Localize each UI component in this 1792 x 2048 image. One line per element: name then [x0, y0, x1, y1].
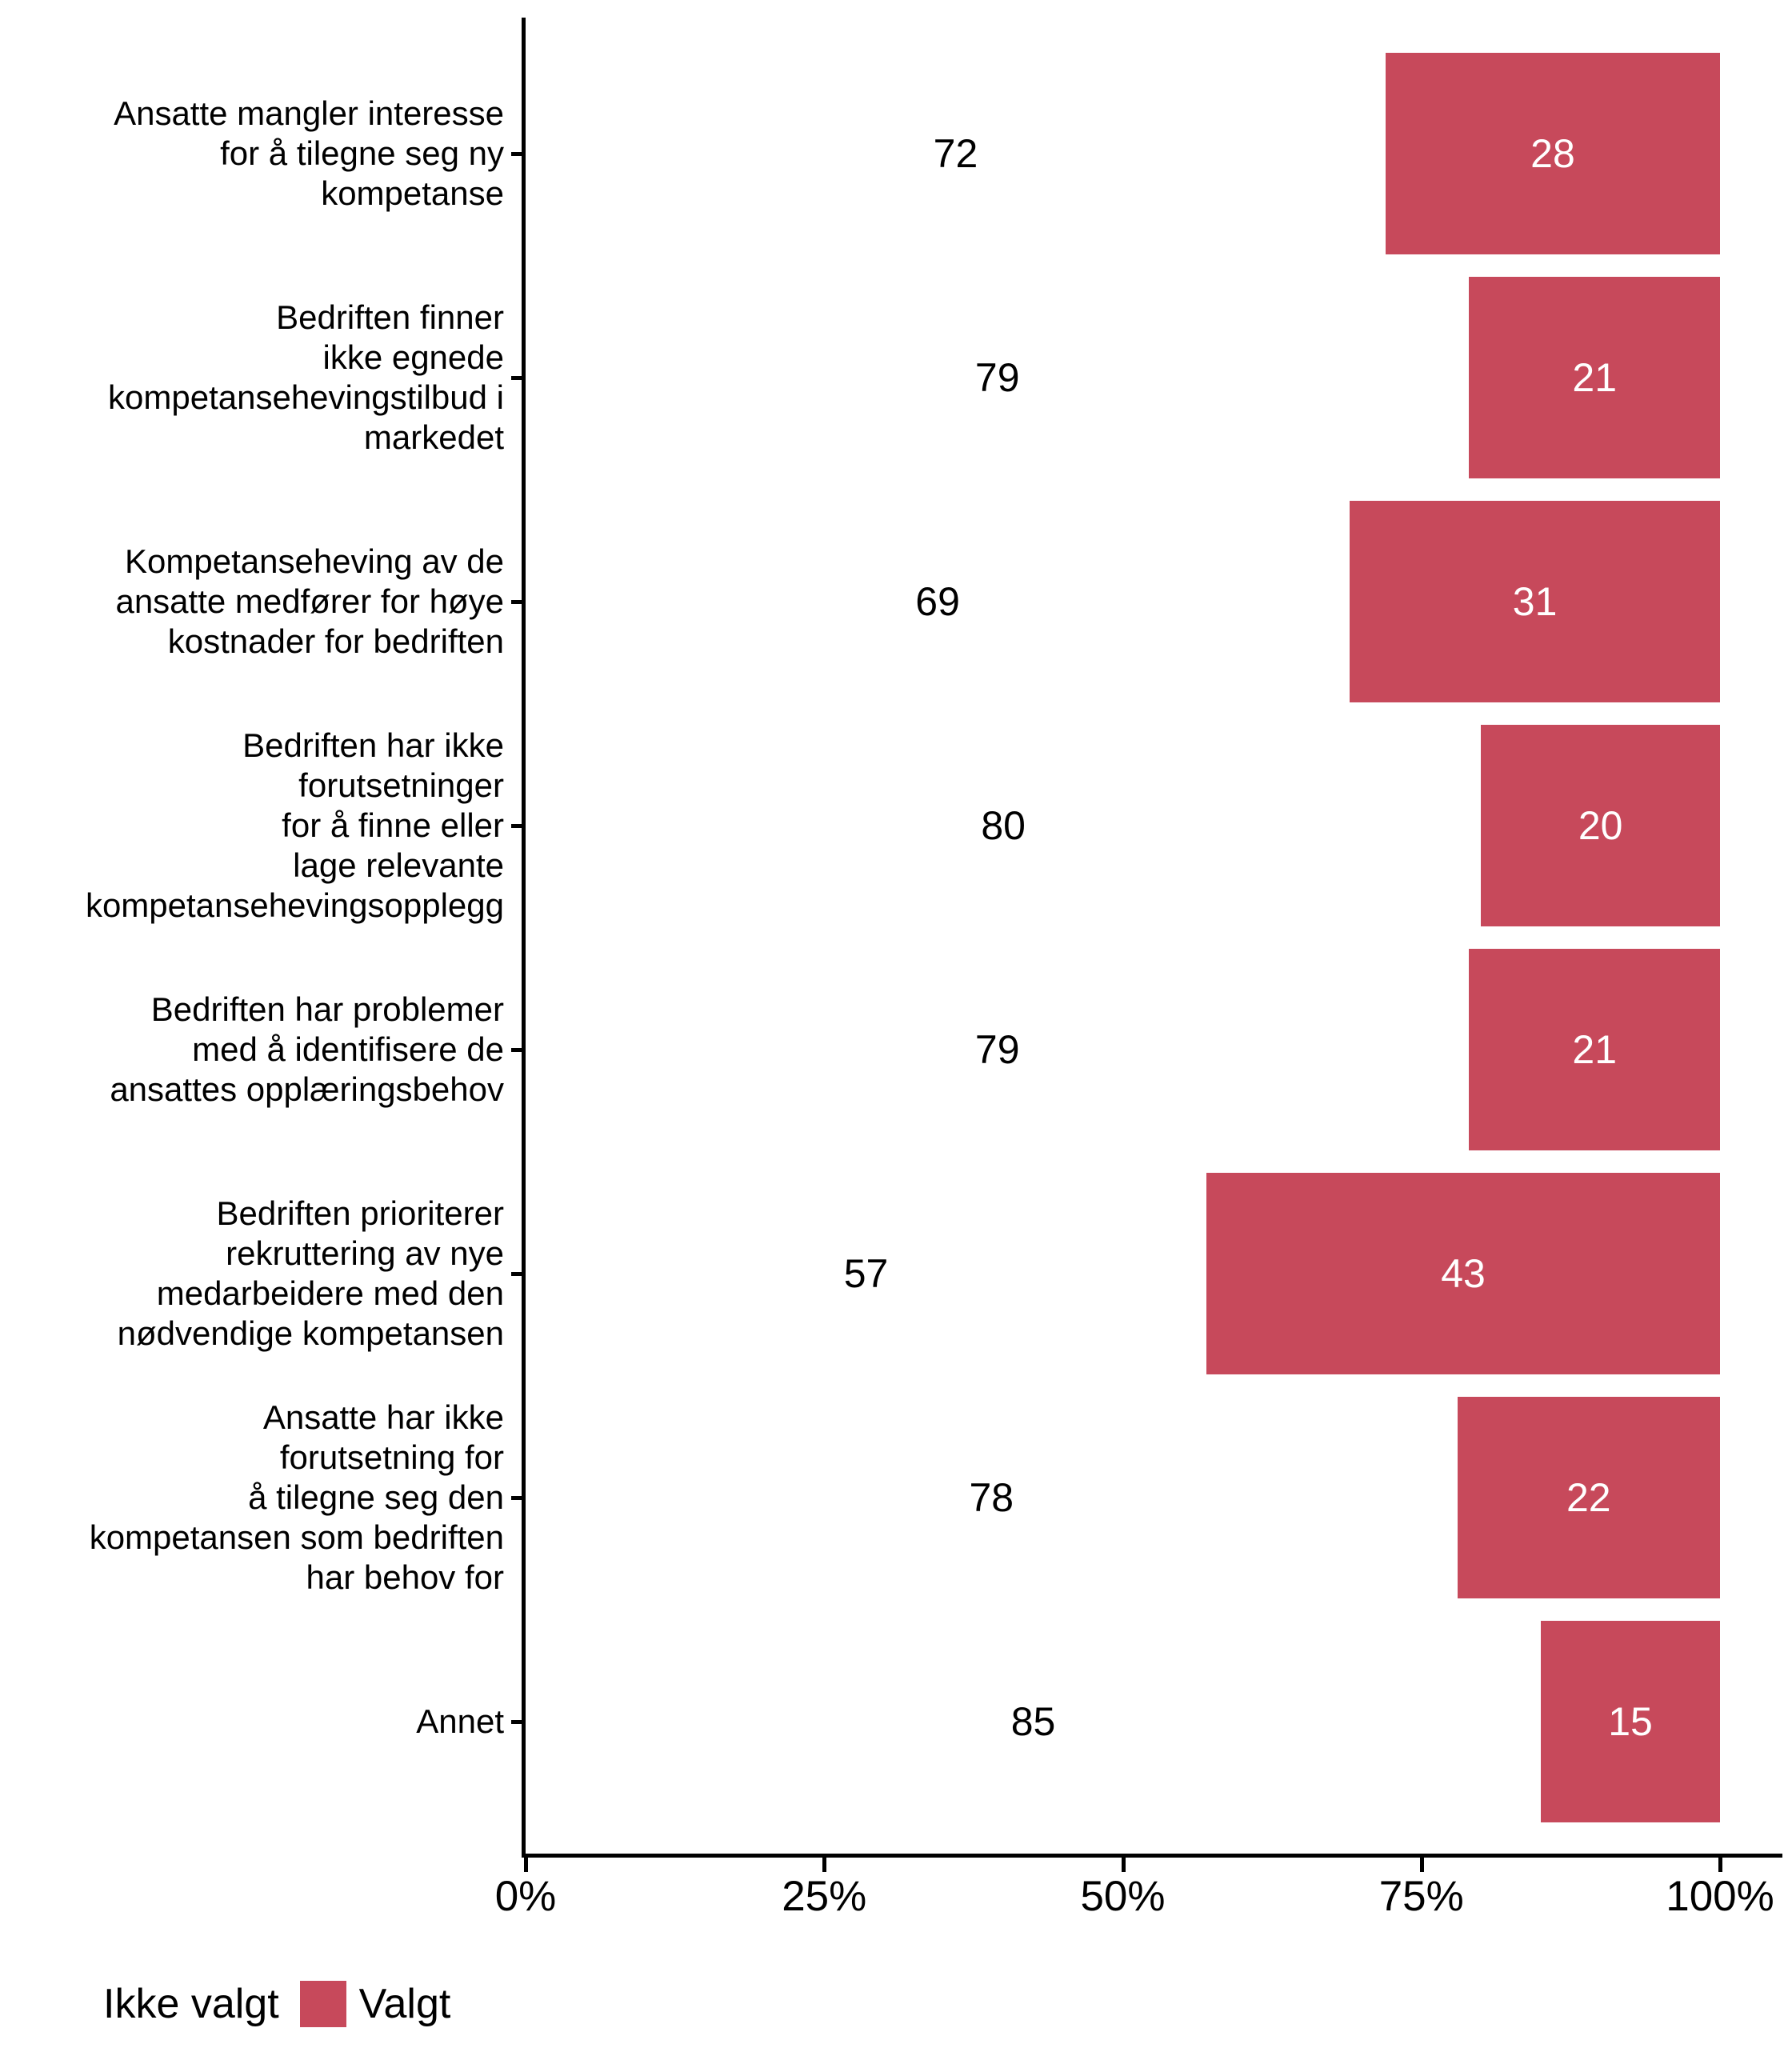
- y-axis-line: [522, 18, 526, 1858]
- bar-segment-valgt: [1350, 501, 1720, 702]
- bar-value-ikke-valgt: 85: [1010, 1699, 1056, 1744]
- category-label: Bedriften har ikke forutsetninger for å …: [85, 726, 504, 924]
- y-axis-tick: [511, 152, 526, 156]
- bar-value-valgt: 28: [1530, 131, 1575, 176]
- bar-value-valgt: 21: [1572, 1027, 1618, 1072]
- bar-value-ikke-valgt: 79: [974, 1027, 1020, 1072]
- bar-segment-valgt: [1457, 1397, 1720, 1598]
- legend-item: Valgt: [299, 1981, 451, 2027]
- category-label: Annet: [416, 1702, 504, 1740]
- bar-value-ikke-valgt: 79: [974, 355, 1020, 400]
- bar-segment-valgt: [1481, 725, 1720, 926]
- category-label: Ansatte mangler interesse for å tilegne …: [114, 94, 504, 212]
- bar-value-ikke-valgt: 80: [981, 803, 1026, 848]
- x-axis-tick-label: 100%: [1666, 1873, 1774, 1920]
- x-axis-tick: [1718, 1858, 1722, 1872]
- bar-value-valgt: 21: [1572, 355, 1618, 400]
- y-axis-tick: [511, 1720, 526, 1724]
- y-axis-tick: [511, 600, 526, 604]
- bar-segment-ikke-valgt: [526, 53, 1386, 254]
- bar-segment-valgt: [1206, 1173, 1720, 1374]
- legend-key-ikke-valgt: [44, 1981, 90, 2027]
- bar-segment-valgt: [1469, 277, 1720, 478]
- y-axis-tick: [511, 824, 526, 828]
- bar-segment-ikke-valgt: [526, 1397, 1458, 1598]
- category-label: Bedriften prioriterer rekruttering av ny…: [117, 1194, 504, 1352]
- y-axis-tick: [511, 1496, 526, 1500]
- x-axis-tick: [822, 1858, 827, 1872]
- y-axis-tick: [511, 1048, 526, 1052]
- bar-value-ikke-valgt: 78: [969, 1475, 1014, 1520]
- bar-value-valgt: 22: [1566, 1475, 1611, 1520]
- legend-key-valgt: [299, 1981, 346, 2027]
- bar-segment-ikke-valgt: [526, 1621, 1542, 1822]
- x-axis-tick-label: 25%: [782, 1873, 867, 1920]
- bar-value-valgt: 20: [1578, 803, 1623, 848]
- bar-segment-ikke-valgt: [526, 725, 1482, 926]
- bar-segment-ikke-valgt: [526, 949, 1470, 1150]
- x-axis-tick: [1419, 1858, 1424, 1872]
- legend: Ikke valgt Valgt: [44, 1972, 471, 2036]
- x-axis-tick-label: 0%: [494, 1873, 557, 1920]
- category-label: Kompetanseheving av de ansatte medfører …: [115, 542, 504, 660]
- bar-value-ikke-valgt: 72: [933, 131, 978, 176]
- y-axis-tick: [511, 376, 526, 380]
- bar-segment-ikke-valgt: [526, 277, 1470, 478]
- legend-item: Ikke valgt: [44, 1981, 279, 2027]
- category-label: Ansatte har ikke forutsetning for å tile…: [89, 1398, 504, 1596]
- category-label: Bedriften har problemer med å identifise…: [110, 990, 504, 1108]
- x-axis-tick-label: 50%: [1080, 1873, 1166, 1920]
- x-axis-line: [522, 1854, 1782, 1858]
- bar-value-valgt: 43: [1441, 1251, 1486, 1296]
- bar-value-ikke-valgt: 69: [915, 579, 960, 624]
- x-axis-tick: [524, 1858, 528, 1872]
- legend-label: Valgt: [358, 1981, 451, 2027]
- bar-segment-valgt: [1385, 53, 1720, 254]
- bar-segment-valgt: [1541, 1621, 1720, 1822]
- bar-segment-valgt: [1469, 949, 1720, 1150]
- bar-value-ikke-valgt: 57: [843, 1251, 889, 1296]
- category-label: Bedriften finner ikke egnede kompetanseh…: [108, 298, 504, 456]
- bar-value-valgt: 15: [1608, 1699, 1653, 1744]
- bar-value-valgt: 31: [1512, 579, 1558, 624]
- x-axis-tick: [1121, 1858, 1126, 1872]
- y-axis-tick: [511, 1272, 526, 1276]
- x-axis-tick-label: 75%: [1378, 1873, 1464, 1920]
- bar-segment-ikke-valgt: [526, 1173, 1206, 1374]
- bar-segment-ikke-valgt: [526, 501, 1350, 702]
- legend-label: Ikke valgt: [103, 1981, 279, 2027]
